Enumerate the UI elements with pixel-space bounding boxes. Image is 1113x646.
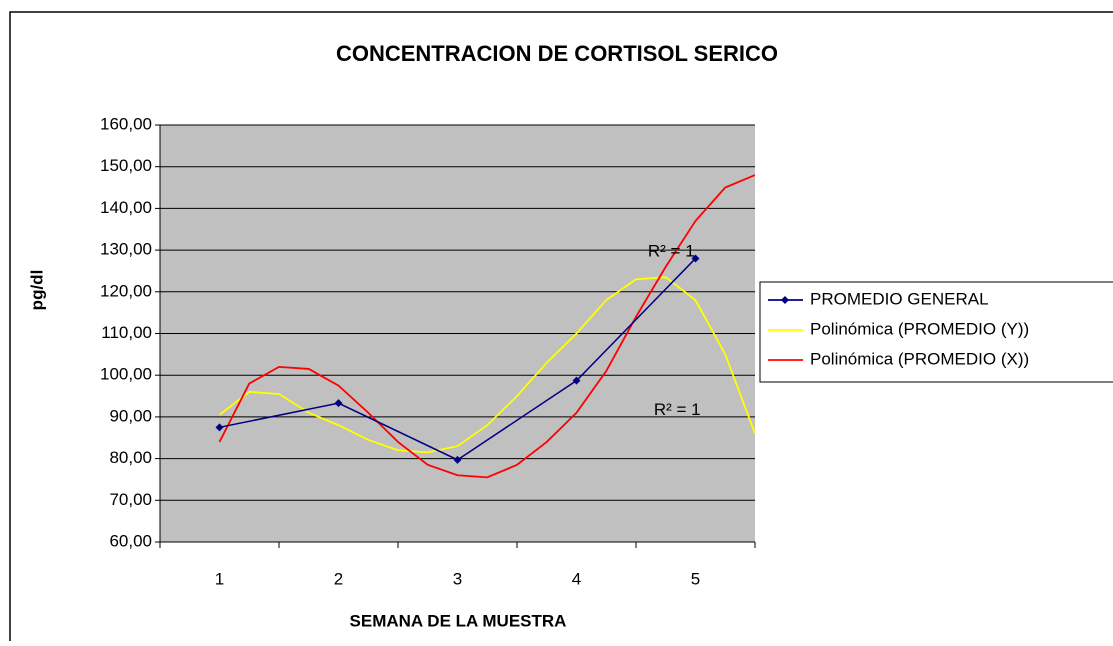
- y-tick-label: 80,00: [109, 448, 152, 467]
- y-tick-label: 110,00: [101, 323, 152, 342]
- x-tick-label: 2: [334, 569, 343, 588]
- y-tick-label: 160,00: [100, 114, 152, 133]
- y-tick-label: 130,00: [100, 240, 152, 259]
- x-tick-label: 1: [215, 569, 224, 588]
- chart-title: CONCENTRACION DE CORTISOL SERICO: [336, 41, 778, 66]
- legend-box: [759, 281, 1113, 383]
- y-tick-label: 60,00: [109, 531, 152, 550]
- x-tick-label: 3: [453, 569, 462, 588]
- y-tick-label: 70,00: [109, 490, 152, 509]
- point-marker: [572, 376, 581, 385]
- point-marker: [215, 423, 224, 432]
- y-tick-label: 90,00: [109, 406, 152, 425]
- annotation: R² = 1: [654, 400, 701, 419]
- legend-marker: [781, 296, 789, 304]
- annotation: R² = 1: [648, 242, 695, 261]
- x-tick-label: 4: [572, 569, 581, 588]
- x-axis-label: SEMANA DE LA MUESTRA: [350, 611, 567, 630]
- trendline: [218, 276, 755, 454]
- y-tick-label: 150,00: [100, 156, 152, 175]
- point-marker: [334, 399, 343, 408]
- trendline: [218, 174, 755, 479]
- legend-label: Polinómica (PROMEDIO (Y)): [810, 319, 1029, 338]
- legend-label: PROMEDIO GENERAL: [810, 289, 989, 308]
- y-axis-label: pg/dl: [27, 270, 46, 311]
- y-tick-label: 120,00: [100, 281, 152, 300]
- y-tick-label: 140,00: [100, 198, 152, 217]
- point-marker: [691, 254, 700, 263]
- x-tick-label: 5: [691, 569, 700, 588]
- y-tick-label: 100,00: [100, 365, 152, 384]
- legend-label: Polinómica (PROMEDIO (X)): [810, 349, 1029, 368]
- point-marker: [453, 455, 462, 464]
